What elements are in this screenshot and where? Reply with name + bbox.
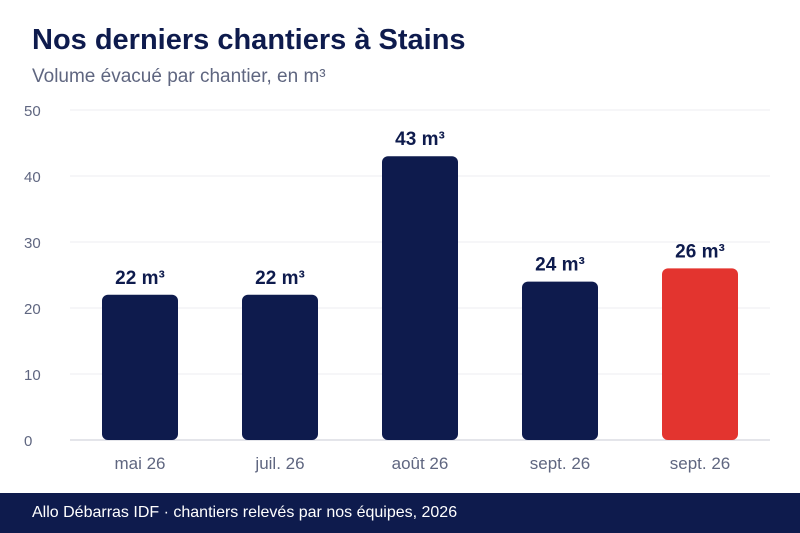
data-label: 43 m³ [395,129,445,150]
y-tick-label: 20 [24,301,41,318]
x-tick-label: sept. 26 [670,454,731,473]
x-tick-label: mai 26 [114,454,165,473]
y-tick-label: 40 [24,169,41,186]
y-tick-label: 0 [24,433,32,450]
x-tick-label: juil. 26 [254,454,304,473]
bar [102,294,178,440]
bar [662,268,738,440]
y-tick-label: 30 [24,235,41,252]
y-tick-label: 50 [24,103,41,120]
data-label: 22 m³ [115,268,165,289]
chart-subtitle: Volume évacué par chantier, en m³ [32,66,326,87]
bar-chart: 0 10 20 30 40 50 22 m³ mai 26 22 m³ juil. 26 43 m³… [24,103,770,473]
data-label: 26 m³ [675,241,725,262]
footer-bar: Allo Débarras IDF · chantiers relevés pa… [0,493,800,533]
x-tick-label: août 26 [392,454,449,473]
bar [242,294,318,440]
x-tick-label: sept. 26 [530,454,591,473]
chart-title: Nos derniers chantiers à Stains [32,24,466,56]
y-tick-label: 10 [24,367,41,384]
bar [522,281,598,440]
footer-source: Allo Débarras IDF · chantiers relevés pa… [32,504,458,521]
data-label: 24 m³ [535,255,585,276]
data-label: 22 m³ [255,268,305,289]
bar [382,156,458,440]
